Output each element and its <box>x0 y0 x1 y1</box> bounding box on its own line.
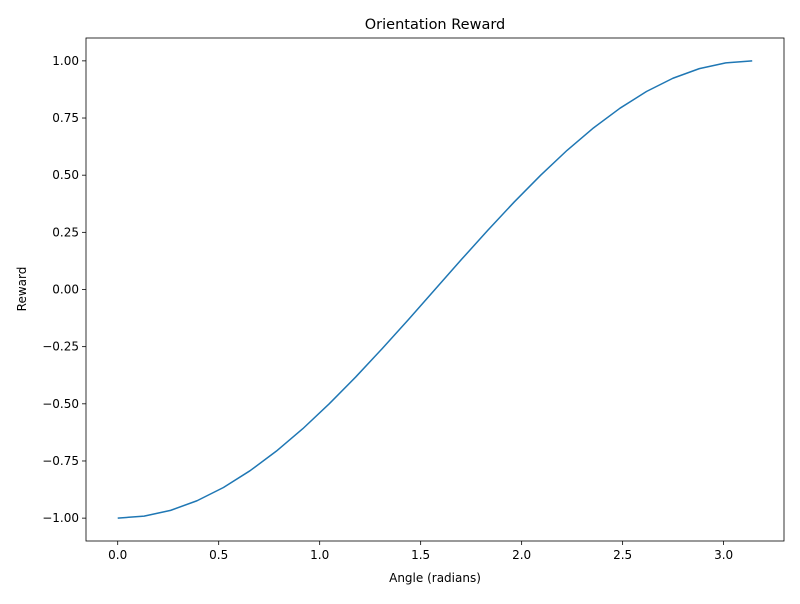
y-axis-ticks: −1.00 −0.75 −0.50 −0.25 0.00 0.25 0.50 0.75 1.00 <box>42 54 86 525</box>
x-tick-label: 1.0 <box>310 548 329 562</box>
y-tick-label: 0.50 <box>52 168 79 182</box>
x-axis-label: Angle (radians) <box>389 571 481 585</box>
x-tick-label: 0.0 <box>108 548 127 562</box>
x-tick-label: 3.0 <box>714 548 733 562</box>
y-tick-label: 0.00 <box>52 283 79 297</box>
x-tick-label: 1.5 <box>411 548 430 562</box>
series-layer <box>117 60 753 519</box>
y-tick-label: 1.00 <box>52 54 79 68</box>
chart-title: Orientation Reward <box>365 17 505 33</box>
y-tick-label: −0.25 <box>42 340 79 354</box>
y-tick-label: 0.25 <box>52 225 79 239</box>
x-tick-label: 0.5 <box>209 548 228 562</box>
y-tick-label: 0.75 <box>52 111 79 125</box>
axes-frame <box>85 37 785 542</box>
x-tick-label: 2.5 <box>613 548 632 562</box>
y-tick-label: −1.00 <box>42 511 79 525</box>
y-tick-label: −0.75 <box>42 454 79 468</box>
x-tick-label: 2.0 <box>512 548 531 562</box>
x-axis-ticks: 0.0 0.5 1.0 1.5 2.0 2.5 3.0 <box>108 541 733 562</box>
y-tick-label: −0.50 <box>42 397 79 411</box>
series-line <box>117 60 753 519</box>
y-axis-label: Reward <box>15 267 29 312</box>
